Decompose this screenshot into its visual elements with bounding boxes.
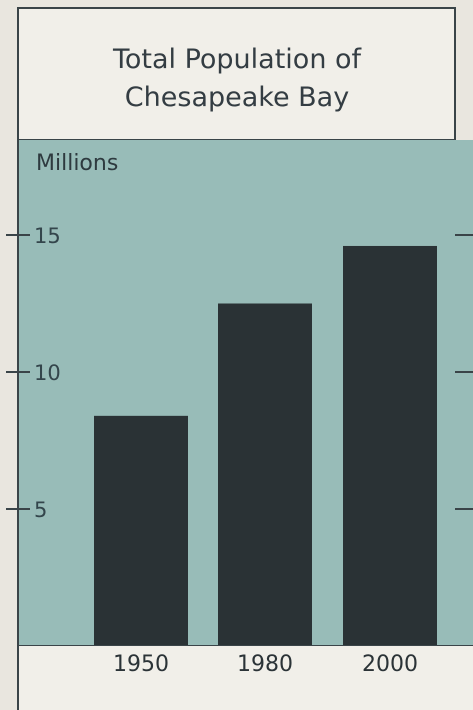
x-axis-labels: 1950 1980 2000 xyxy=(113,652,418,677)
x-category-label: 1950 xyxy=(113,652,169,677)
x-category-label: 1980 xyxy=(237,652,293,677)
x-category-label: 2000 xyxy=(362,652,418,677)
chart-title-line-2: Chesapeake Bay xyxy=(125,82,349,113)
y-axis-label: Millions xyxy=(36,151,118,176)
bar-2000 xyxy=(343,245,437,646)
y-axis-ticks: 5 10 15 xyxy=(6,224,473,522)
y-tick-label: 10 xyxy=(34,361,61,385)
category-axis-panel xyxy=(18,646,473,710)
y-tick-label: 5 xyxy=(34,498,47,522)
bar-1980 xyxy=(218,303,312,646)
y-tick-label: 15 xyxy=(34,224,61,248)
bars-group xyxy=(94,245,437,646)
title-panel xyxy=(17,7,456,141)
bar-1950 xyxy=(94,415,188,646)
chart-title-line-1: Total Population of xyxy=(112,44,363,75)
